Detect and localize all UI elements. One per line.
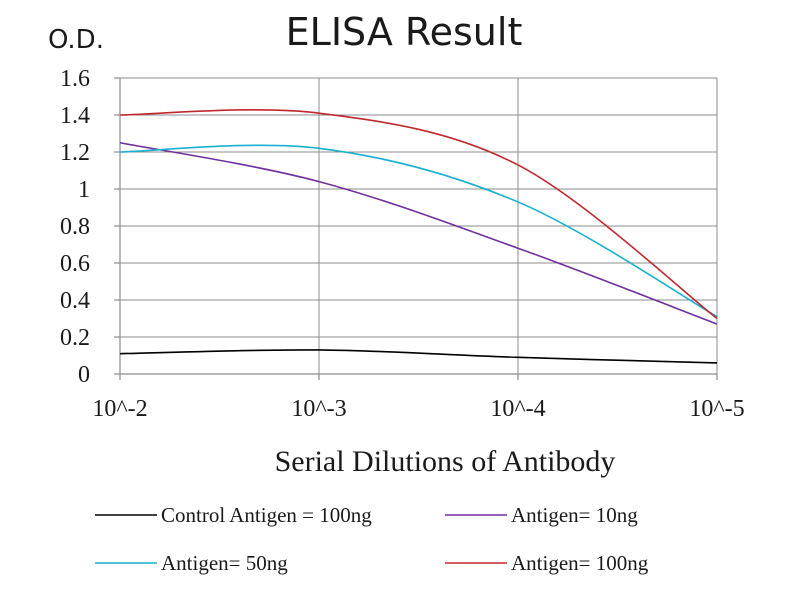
x-tick-label: 10^-2 [92,396,147,422]
series-line-3 [119,109,718,320]
x-tick-label: 10^-4 [490,396,545,422]
y-tick-label: 0 [78,362,90,388]
grid [114,77,718,380]
legend: Control Antigen = 100ng Antigen= 10ng Anti… [95,503,649,575]
x-tick-labels: 10^-2 10^-3 10^-4 10^-5 [92,396,744,422]
x-tick-label: 10^-5 [689,396,744,422]
legend-label: Antigen= 100ng [511,551,649,575]
y-tick-labels: 0 0.2 0.4 0.6 0.8 1 1.2 1.4 1.6 [60,66,90,388]
series-line-2 [119,144,718,318]
y-tick-label: 1.2 [60,140,90,166]
y-tick-label: 0.6 [60,251,90,277]
x-tick-label: 10^-3 [291,396,346,422]
chart-title: ELISA Result [286,10,523,54]
legend-label: Antigen= 50ng [161,551,288,575]
y-tick-label: 0.8 [60,214,90,240]
legend-label: Control Antigen = 100ng [161,503,372,527]
x-axis-label: Serial Dilutions of Antibody [275,445,616,478]
y-tick-label: 1 [78,177,90,203]
y-tick-label: 1.6 [60,66,90,92]
series-line-0 [119,349,718,364]
y-tick-label: 0.2 [60,325,90,351]
legend-label: Antigen= 10ng [511,503,638,527]
series-lines [119,109,718,364]
series-line-1 [119,141,718,325]
y-tick-label: 0.4 [60,288,90,314]
y-axis-label: O.D. [48,25,104,55]
y-tick-label: 1.4 [60,103,90,129]
